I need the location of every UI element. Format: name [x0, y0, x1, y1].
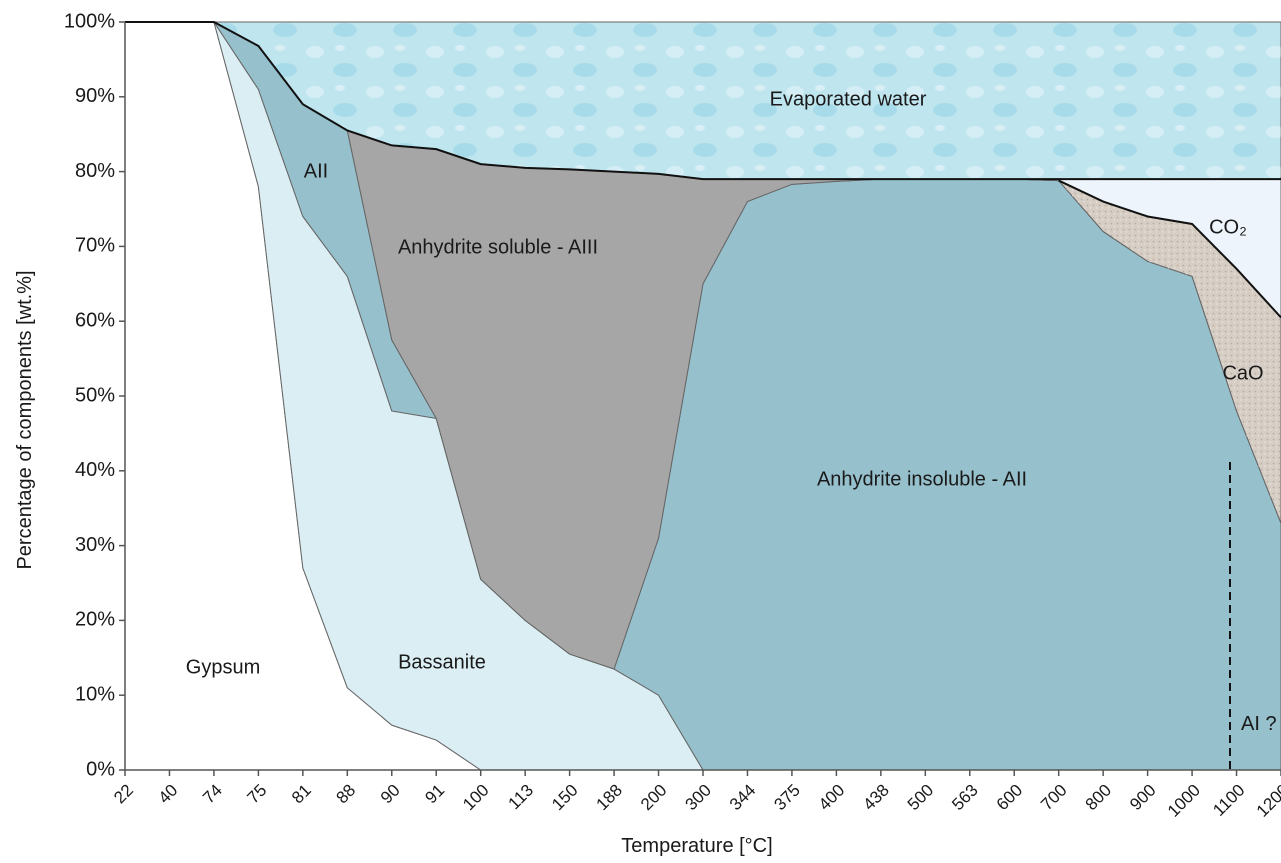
x-tick-label: 563 — [948, 781, 981, 814]
x-tick-label: 188 — [593, 781, 626, 814]
x-tick-label: 700 — [1037, 781, 1070, 814]
x-tick-label: 500 — [904, 781, 937, 814]
x-tick-label: 74 — [199, 781, 226, 808]
x-tick-label: 88 — [332, 781, 359, 808]
x-tick-label: 344 — [726, 781, 759, 814]
area-label: Anhydrite soluble - AIII — [398, 236, 598, 258]
x-tick-label: 91 — [421, 781, 448, 808]
x-tick-label: 75 — [244, 781, 271, 808]
area-label: Anhydrite insoluble - AII — [817, 468, 1027, 490]
x-tick-label: 375 — [770, 781, 803, 814]
area-label: Evaporated water — [770, 88, 927, 110]
x-tick-label: 100 — [459, 781, 492, 814]
y-tick-label: 60% — [75, 309, 115, 331]
x-tick-label: 200 — [637, 781, 670, 814]
y-tick-label: 80% — [75, 160, 115, 182]
x-tick-label: 300 — [682, 781, 715, 814]
x-tick-label: 600 — [993, 781, 1026, 814]
area-label: CaO — [1222, 362, 1263, 384]
chart: Gypsum Bassanite AII Anhydrite soluble - AI… — [0, 0, 1281, 863]
x-tick-label: 438 — [859, 781, 892, 814]
x-tick-label: 400 — [815, 781, 848, 814]
area-label: Bassanite — [398, 651, 486, 673]
x-tick-label: 1000 — [1164, 781, 1204, 821]
x-axis-title: Temperature [°C] — [621, 835, 772, 857]
y-tick-label: 100% — [64, 10, 115, 32]
x-tick-label: 800 — [1082, 781, 1115, 814]
x-tick-label: 22 — [110, 781, 137, 808]
y-tick-label: 40% — [75, 459, 115, 481]
y-tick-label: 0% — [86, 758, 115, 780]
x-tick-label: 1100 — [1209, 781, 1248, 820]
y-tick-label: 30% — [75, 534, 115, 556]
x-tick-label: 150 — [548, 781, 581, 814]
area-label: CO₂ — [1209, 216, 1247, 238]
x-tick-label: 90 — [377, 781, 404, 808]
y-axis-title: Percentage of components [wt.%] — [14, 270, 36, 569]
page: {"chart_data": { "type": "stacked-area",… — [0, 0, 1281, 863]
x-tick-label: 113 — [505, 781, 538, 814]
x-tick-label: 900 — [1126, 781, 1159, 814]
x-tick-label: 1200 — [1253, 781, 1281, 821]
x-tick-label: 40 — [155, 781, 182, 808]
y-tick-label: 50% — [75, 384, 115, 406]
area-label: AII — [304, 160, 328, 182]
y-tick-label: 90% — [75, 85, 115, 107]
x-tick-label: 81 — [288, 781, 315, 808]
area-label: Gypsum — [186, 656, 260, 678]
annotation: AI ? — [1241, 713, 1277, 735]
y-tick-label: 10% — [75, 683, 115, 705]
y-tick-label: 70% — [75, 235, 115, 257]
y-tick-label: 20% — [75, 609, 115, 631]
